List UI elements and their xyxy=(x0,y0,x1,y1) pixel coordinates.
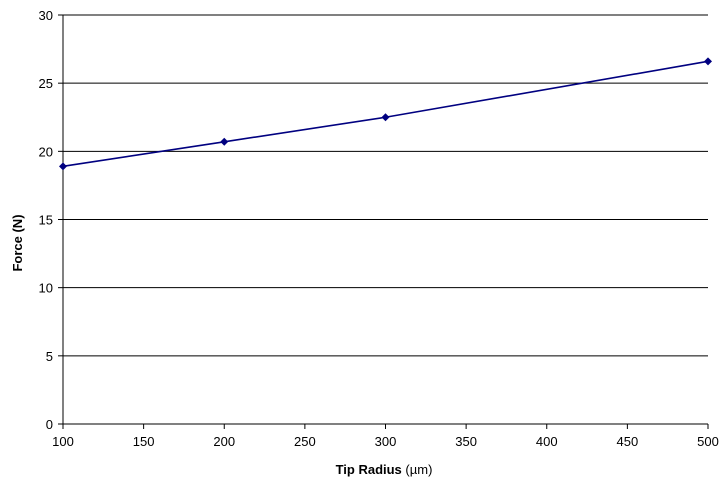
axes xyxy=(58,14,709,429)
x-axis-title-label: Tip Radius xyxy=(336,462,402,477)
x-axis-title-unit: (µm) xyxy=(405,462,432,477)
y-tick-label: 25 xyxy=(39,76,53,91)
x-tick-label: 300 xyxy=(375,434,397,449)
x-tick-label: 100 xyxy=(52,434,74,449)
x-tick-label: 250 xyxy=(294,434,316,449)
x-tick-label: 500 xyxy=(697,434,719,449)
y-tick-label: 10 xyxy=(39,281,53,296)
y-tick-label: 20 xyxy=(39,144,53,159)
series xyxy=(59,57,712,171)
data-point xyxy=(381,113,390,122)
x-tick-label: 400 xyxy=(536,434,558,449)
x-axis-title: Tip Radius (µm) xyxy=(336,462,433,477)
y-tick-label: 0 xyxy=(46,417,53,432)
x-tick-label: 200 xyxy=(213,434,235,449)
y-tick-labels: 0 5 10 15 20 25 30 xyxy=(39,8,53,432)
x-tick-label: 150 xyxy=(133,434,155,449)
gridlines xyxy=(63,14,708,357)
y-tick-label: 30 xyxy=(39,8,53,23)
y-axis-title: Force (N) xyxy=(10,214,25,271)
x-tick-label: 450 xyxy=(617,434,639,449)
y-tick-label: 5 xyxy=(46,349,53,364)
series-line xyxy=(62,60,709,168)
data-point xyxy=(59,162,67,171)
data-point xyxy=(220,137,229,146)
x-tick-label: 350 xyxy=(455,434,477,449)
data-point xyxy=(704,57,712,66)
x-tick-labels: 100 150 200 250 300 350 400 450 500 xyxy=(52,434,719,449)
y-tick-label: 15 xyxy=(39,213,53,228)
